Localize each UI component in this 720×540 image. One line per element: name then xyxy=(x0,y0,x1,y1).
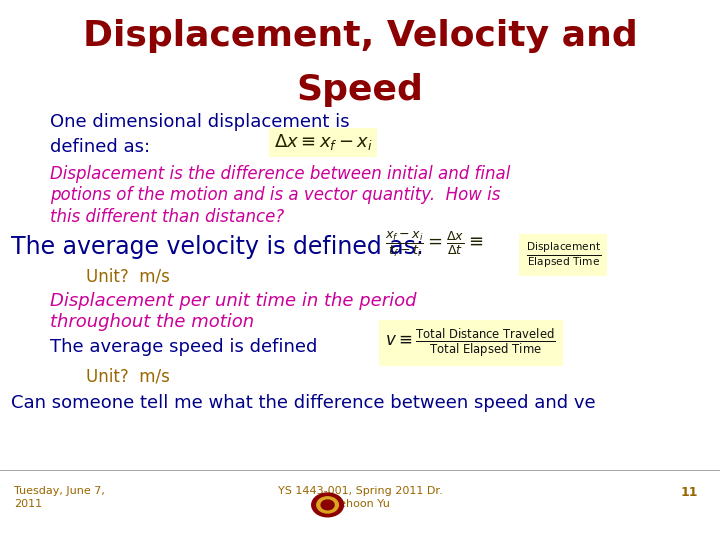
Text: YS 1443-001, Spring 2011 Dr.
Jaehoon Yu: YS 1443-001, Spring 2011 Dr. Jaehoon Yu xyxy=(278,486,442,509)
Text: $\frac{\mathrm{Displacement}}{\mathrm{Elapsed\ Time}}$: $\frac{\mathrm{Displacement}}{\mathrm{El… xyxy=(526,240,601,270)
Text: Displacement, Velocity and: Displacement, Velocity and xyxy=(83,19,637,53)
Text: Speed: Speed xyxy=(297,73,423,107)
Text: $v \equiv \frac{\mathrm{Total\ Distance\ Traveled}}{\mathrm{Total\ Elapsed\ Time: $v \equiv \frac{\mathrm{Total\ Distance\… xyxy=(385,327,556,359)
Text: One dimensional displacement is: One dimensional displacement is xyxy=(50,113,350,131)
Circle shape xyxy=(321,500,334,510)
Text: The average speed is defined: The average speed is defined xyxy=(50,338,318,355)
Text: $\Delta x \equiv x_f - x_i$: $\Delta x \equiv x_f - x_i$ xyxy=(274,132,372,152)
Text: Tuesday, June 7,
2011: Tuesday, June 7, 2011 xyxy=(14,486,105,509)
Text: this different than distance?: this different than distance? xyxy=(50,208,284,226)
Circle shape xyxy=(317,497,338,513)
Text: Unit?  m/s: Unit? m/s xyxy=(86,267,170,285)
Text: The average velocity is defined as:: The average velocity is defined as: xyxy=(11,235,423,259)
Text: Displacement per unit time in the period: Displacement per unit time in the period xyxy=(50,292,417,309)
Text: potions of the motion and is a vector quantity.  How is: potions of the motion and is a vector qu… xyxy=(50,186,501,204)
Text: throughout the motion: throughout the motion xyxy=(50,313,255,331)
Text: 11: 11 xyxy=(681,486,698,499)
Text: $\frac{x_f - x_i}{t_f - t_i} = \frac{\Delta x}{\Delta t} \equiv$: $\frac{x_f - x_i}{t_f - t_i} = \frac{\De… xyxy=(385,230,484,259)
Text: Unit?  m/s: Unit? m/s xyxy=(86,367,170,385)
Text: Can someone tell me what the difference between speed and ve: Can someone tell me what the difference … xyxy=(11,394,595,412)
Text: Displacement is the difference between initial and final: Displacement is the difference between i… xyxy=(50,165,510,183)
Text: defined as:: defined as: xyxy=(50,138,150,156)
Circle shape xyxy=(312,493,343,517)
